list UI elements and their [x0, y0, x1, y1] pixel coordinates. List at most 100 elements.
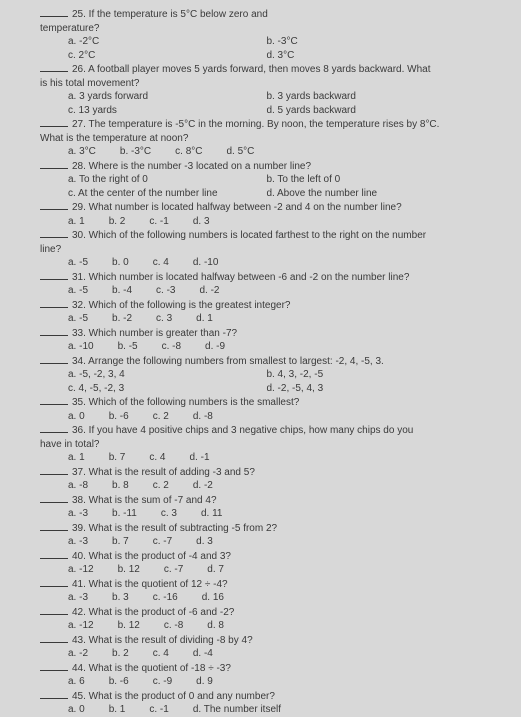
stem-continuation: temperature?	[40, 22, 509, 36]
option: b. -6	[109, 675, 129, 689]
question-30: 30. Which of the following numbers is lo…	[40, 229, 509, 270]
answer-blank[interactable]	[40, 670, 68, 671]
option: a. -3	[68, 535, 88, 549]
option: a. 0	[68, 410, 85, 424]
stem-text: 37. What is the result of adding -3 and …	[72, 467, 255, 478]
option: d. -8	[193, 410, 213, 424]
option: c. 4	[153, 647, 169, 661]
options: a. 3°Cb. -3°Cc. 8°Cd. 5°C	[68, 145, 509, 159]
option: b. 2	[109, 215, 126, 229]
option: c. -7	[153, 535, 172, 549]
option: d. 1	[196, 312, 213, 326]
stem-text: 45. What is the product of 0 and any num…	[72, 691, 275, 702]
options: a. -3b. -11c. 3d. 11	[68, 507, 509, 521]
options: a. 0b. 1c. -1d. The number itself	[68, 703, 509, 717]
question-stem: 45. What is the product of 0 and any num…	[40, 690, 509, 704]
question-43: 43. What is the result of dividing -8 by…	[40, 634, 509, 661]
answer-blank[interactable]	[40, 404, 68, 405]
option: b. 1	[109, 703, 126, 717]
question-36: 36. If you have 4 positive chips and 3 n…	[40, 424, 509, 465]
stem-text: 25. If the temperature is 5°C below zero…	[72, 9, 268, 20]
answer-blank[interactable]	[40, 209, 68, 210]
question-25: 25. If the temperature is 5°C below zero…	[40, 8, 509, 62]
option: a. 6	[68, 675, 85, 689]
stem-text: 28. Where is the number -3 located on a …	[72, 161, 311, 172]
option: b. 0	[112, 256, 129, 270]
question-stem: 27. The temperature is -5°C in the morni…	[40, 118, 509, 132]
stem-text: 30. Which of the following numbers is lo…	[72, 230, 426, 241]
stem-text: 32. Which of the following is the greate…	[72, 300, 290, 311]
stem-text: 33. Which number is greater than -7?	[72, 328, 237, 339]
option: a. -12	[68, 563, 94, 577]
question-stem: 41. What is the quotient of 12 ÷ -4?	[40, 578, 509, 592]
options: a. -2°Cb. -3°Cc. 2°Cd. 3°C	[68, 35, 509, 62]
options: a. 0b. -6c. 2d. -8	[68, 410, 509, 424]
answer-blank[interactable]	[40, 432, 68, 433]
option: d. 16	[202, 591, 224, 605]
options: a. 6b. -6c. -9d. 9	[68, 675, 509, 689]
stem-text: 36. If you have 4 positive chips and 3 n…	[72, 425, 413, 436]
stem-text: 43. What is the result of dividing -8 by…	[72, 635, 253, 646]
option: a. -8	[68, 479, 88, 493]
question-stem: 42. What is the product of -6 and -2?	[40, 606, 509, 620]
option: a. 1	[68, 451, 85, 465]
stem-continuation: is his total movement?	[40, 77, 509, 91]
stem-text: 44. What is the quotient of -18 ÷ -3?	[72, 663, 231, 674]
answer-blank[interactable]	[40, 502, 68, 503]
option: b. 8	[112, 479, 129, 493]
option: b. -2	[112, 312, 132, 326]
question-stem: 39. What is the result of subtracting -5…	[40, 522, 509, 536]
options: a. -3b. 7c. -7d. 3	[68, 535, 509, 549]
answer-blank[interactable]	[40, 698, 68, 699]
option: a. -5	[68, 284, 88, 298]
question-stem: 43. What is the result of dividing -8 by…	[40, 634, 509, 648]
answer-blank[interactable]	[40, 614, 68, 615]
option: a. -5	[68, 256, 88, 270]
answer-blank[interactable]	[40, 168, 68, 169]
question-stem: 35. Which of the following numbers is th…	[40, 396, 509, 410]
question-stem: 28. Where is the number -3 located on a …	[40, 160, 509, 174]
question-33: 33. Which number is greater than -7?a. -…	[40, 327, 509, 354]
option: d. -2	[193, 479, 213, 493]
option: c. 8°C	[175, 145, 202, 159]
answer-blank[interactable]	[40, 335, 68, 336]
option: d. 11	[201, 507, 223, 521]
answer-blank[interactable]	[40, 237, 68, 238]
option: a. -2	[68, 647, 88, 661]
answer-blank[interactable]	[40, 530, 68, 531]
stem-text: 35. Which of the following numbers is th…	[72, 397, 299, 408]
question-stem: 25. If the temperature is 5°C below zero…	[40, 8, 509, 22]
option: d. 5°C	[226, 145, 254, 159]
question-27: 27. The temperature is -5°C in the morni…	[40, 118, 509, 159]
answer-blank[interactable]	[40, 16, 68, 17]
option: a. 1	[68, 215, 85, 229]
options: a. -5b. -4c. -3d. -2	[68, 284, 509, 298]
options: a. -5, -2, 3, 4b. 4, 3, -2, -5c. 4, -5, …	[68, 368, 509, 395]
answer-blank[interactable]	[40, 126, 68, 127]
options: a. -2b. 2c. 4d. -4	[68, 647, 509, 661]
options: a. -10b. -5c. -8d. -9	[68, 340, 509, 354]
answer-blank[interactable]	[40, 307, 68, 308]
option: a. -3	[68, 507, 88, 521]
option: b. -6	[109, 410, 129, 424]
option: b. To the left of 0	[266, 173, 464, 187]
answer-blank[interactable]	[40, 279, 68, 280]
option: c. 13 yards	[68, 104, 266, 118]
answer-blank[interactable]	[40, 642, 68, 643]
answer-blank[interactable]	[40, 586, 68, 587]
question-stem: 29. What number is located halfway betwe…	[40, 201, 509, 215]
stem-text: 41. What is the quotient of 12 ÷ -4?	[72, 579, 228, 590]
question-34: 34. Arrange the following numbers from s…	[40, 355, 509, 396]
option: d. -10	[193, 256, 219, 270]
question-stem: 34. Arrange the following numbers from s…	[40, 355, 509, 369]
question-44: 44. What is the quotient of -18 ÷ -3?a. …	[40, 662, 509, 689]
answer-blank[interactable]	[40, 71, 68, 72]
option: a. 3 yards forward	[68, 90, 266, 104]
question-41: 41. What is the quotient of 12 ÷ -4?a. -…	[40, 578, 509, 605]
question-31: 31. Which number is located halfway betw…	[40, 271, 509, 298]
answer-blank[interactable]	[40, 474, 68, 475]
option: c. 2°C	[68, 49, 266, 63]
option: c. 2	[153, 479, 169, 493]
answer-blank[interactable]	[40, 363, 68, 364]
answer-blank[interactable]	[40, 558, 68, 559]
